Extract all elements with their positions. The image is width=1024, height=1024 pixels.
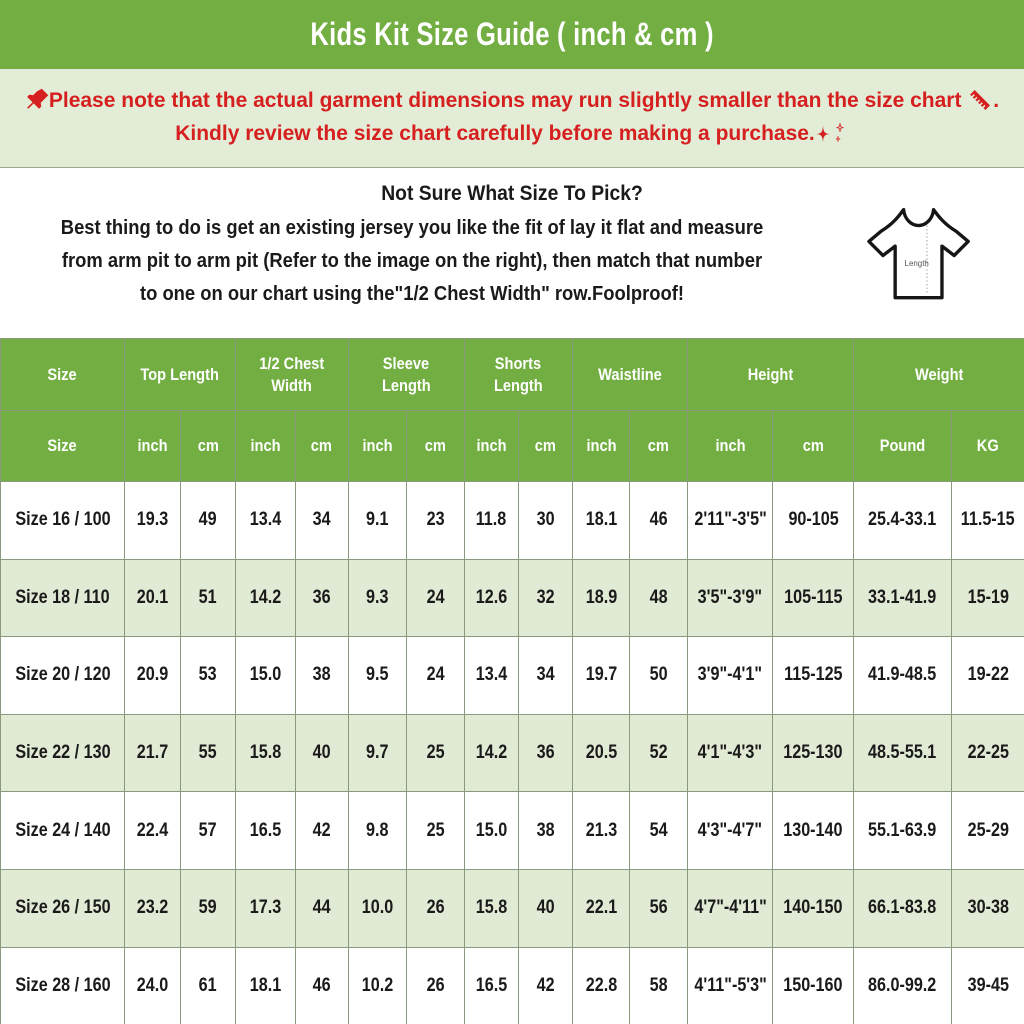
svg-text:Length: Length xyxy=(905,259,929,268)
